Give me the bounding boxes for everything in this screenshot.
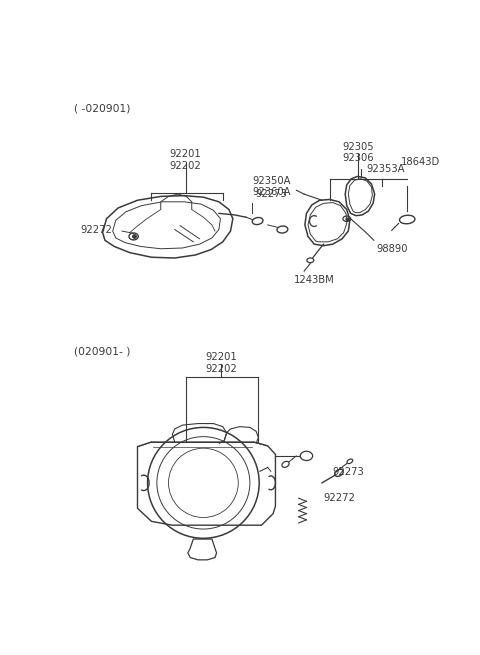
Text: (020901- ): (020901- )	[74, 346, 131, 356]
Text: 18643D: 18643D	[401, 157, 440, 167]
Text: 92272: 92272	[81, 225, 113, 235]
Text: 98890: 98890	[376, 244, 408, 254]
Text: 1243BM: 1243BM	[294, 275, 335, 285]
Text: 92272: 92272	[324, 493, 355, 503]
Text: 92273: 92273	[255, 189, 287, 200]
Text: 92273: 92273	[333, 468, 364, 477]
Text: ( -020901): ( -020901)	[74, 103, 131, 113]
Text: 92305
92306: 92305 92306	[343, 141, 374, 163]
Text: 92201
92202: 92201 92202	[169, 149, 202, 171]
Text: 92201
92202: 92201 92202	[205, 352, 237, 373]
Text: 92353A: 92353A	[366, 164, 405, 174]
Text: 92350A
92360A: 92350A 92360A	[252, 176, 291, 197]
